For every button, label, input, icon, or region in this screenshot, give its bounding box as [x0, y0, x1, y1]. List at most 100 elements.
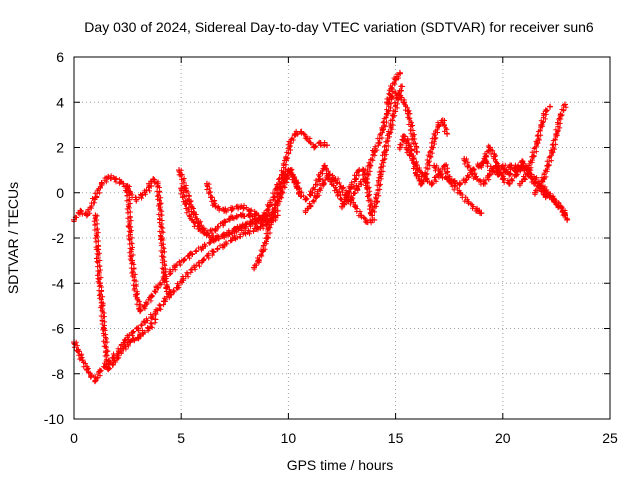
data-point — [122, 336, 129, 343]
data-point — [506, 180, 513, 187]
data-point — [98, 180, 105, 187]
data-point — [88, 373, 95, 380]
data-point — [334, 189, 341, 196]
data-series — [71, 69, 571, 385]
data-point — [441, 162, 448, 169]
data-point — [308, 189, 315, 196]
data-point — [238, 203, 245, 210]
data-point — [321, 162, 328, 169]
data-point — [508, 162, 515, 169]
data-point — [553, 130, 560, 137]
data-point — [101, 325, 108, 332]
data-point — [180, 257, 187, 264]
data-point — [399, 83, 406, 90]
series-track-13 — [339, 83, 406, 219]
data-point — [544, 162, 551, 169]
data-point — [278, 189, 285, 196]
data-point — [369, 212, 376, 219]
x-tick-label: 0 — [70, 430, 78, 446]
data-point — [126, 223, 133, 230]
data-point — [437, 171, 444, 178]
series-track-23 — [538, 185, 571, 223]
data-point — [176, 167, 183, 174]
data-point — [409, 155, 416, 162]
data-point — [559, 207, 566, 214]
data-point — [538, 185, 545, 192]
chart-title: Day 030 of 2024, Sidereal Day-to-day VTE… — [84, 19, 594, 35]
data-point — [94, 246, 101, 253]
data-point — [351, 203, 358, 210]
data-point — [148, 314, 155, 321]
data-point — [141, 318, 148, 325]
data-point — [405, 110, 412, 117]
data-point — [83, 366, 90, 373]
data-point — [158, 235, 165, 241]
data-point — [377, 171, 384, 178]
data-point — [274, 207, 281, 214]
series-track-10 — [257, 128, 330, 231]
data-point — [416, 167, 423, 174]
data-point — [253, 225, 260, 232]
data-point — [302, 207, 309, 214]
data-point — [178, 171, 185, 178]
data-point — [542, 189, 549, 196]
data-point — [105, 366, 112, 373]
data-point — [486, 144, 493, 151]
data-point — [371, 216, 378, 223]
y-tick-label: -10 — [44, 411, 64, 427]
data-point — [529, 153, 536, 160]
data-point — [482, 153, 489, 160]
data-point — [79, 357, 86, 364]
data-point — [124, 182, 131, 189]
data-point — [296, 189, 303, 196]
data-point — [75, 348, 82, 355]
data-point — [167, 268, 174, 275]
data-point — [128, 257, 135, 264]
data-point — [246, 207, 253, 214]
data-point — [561, 101, 568, 108]
data-point — [274, 201, 281, 208]
data-point — [414, 149, 421, 156]
data-point — [92, 194, 99, 201]
data-point — [478, 162, 485, 169]
data-point — [261, 212, 268, 219]
y-axis-label: SDTVAR / TECUs — [5, 182, 21, 294]
data-point — [551, 198, 558, 205]
data-point — [167, 291, 174, 298]
data-point — [221, 207, 228, 214]
data-point — [105, 173, 112, 180]
data-point — [210, 248, 217, 255]
y-tick-label: 0 — [56, 185, 64, 201]
data-point — [396, 69, 403, 76]
data-point — [152, 316, 159, 323]
data-point — [150, 176, 157, 183]
data-point — [555, 203, 562, 210]
series-track-22 — [531, 101, 569, 197]
data-point — [386, 130, 393, 137]
data-point — [463, 176, 470, 183]
data-point — [396, 144, 403, 151]
data-point — [287, 139, 294, 146]
data-point — [313, 194, 320, 201]
x-tick-label: 10 — [281, 430, 297, 446]
data-point — [195, 225, 202, 232]
data-point — [255, 212, 262, 219]
data-point — [444, 130, 451, 137]
data-point — [486, 171, 493, 178]
data-point — [319, 180, 326, 187]
data-point — [173, 262, 180, 269]
series-track-5 — [146, 176, 281, 298]
data-point — [311, 144, 318, 151]
series-track-21 — [516, 103, 553, 188]
data-point — [291, 178, 298, 185]
data-point — [103, 348, 110, 355]
data-point — [364, 219, 371, 226]
data-point — [263, 235, 270, 241]
series-track-12 — [302, 171, 378, 226]
data-point — [564, 216, 571, 223]
data-point — [401, 133, 408, 140]
data-point — [347, 185, 354, 192]
data-point — [364, 185, 371, 192]
data-point — [208, 194, 215, 201]
